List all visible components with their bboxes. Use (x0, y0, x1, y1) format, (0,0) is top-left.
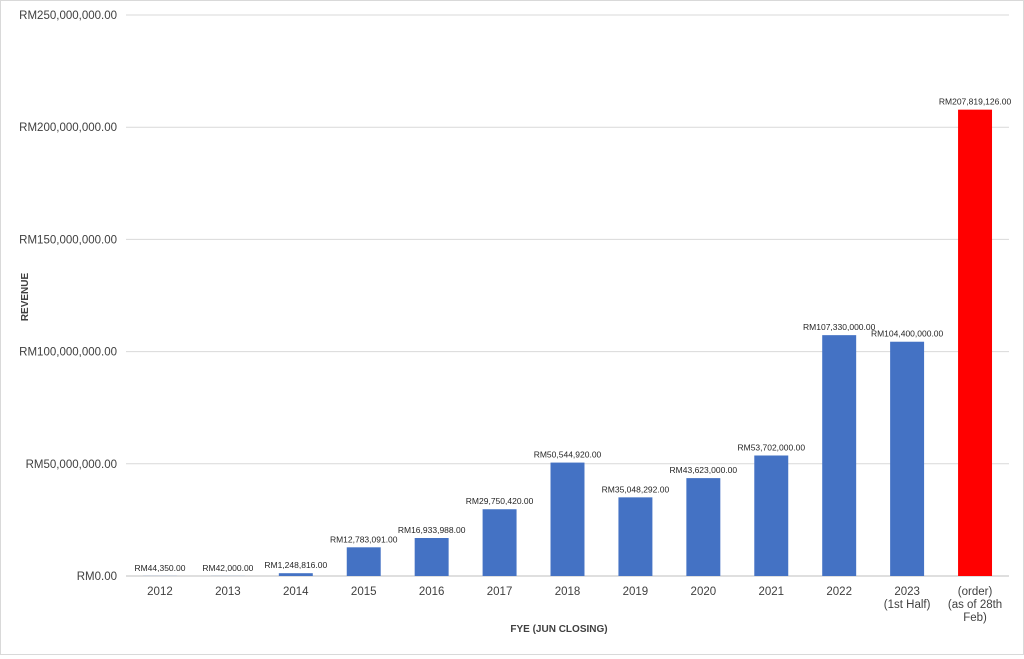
x-tick-label: 2023(1st Half) (884, 586, 931, 611)
data-label: RM29,750,420.00 (466, 496, 534, 506)
x-tick-label: 2020 (691, 586, 717, 598)
bar (754, 455, 788, 576)
x-tick-label: 2021 (758, 586, 784, 598)
x-tick-label: 2014 (283, 586, 309, 598)
data-label: RM16,933,988.00 (398, 525, 466, 535)
bar (822, 335, 856, 576)
x-tick-label: 2015 (351, 586, 377, 598)
data-label: RM1,248,816.00 (264, 560, 327, 570)
x-tick-label: 2012 (147, 586, 173, 598)
x-tick-label: 2022 (826, 586, 852, 598)
x-tick-label: 2017 (487, 586, 513, 598)
data-label: RM35,048,292.00 (602, 484, 670, 494)
bar (279, 573, 313, 576)
y-axis-ticks: RM0.00 RM50,000,000.00 RM100,000,000.00 RM1… (19, 10, 117, 583)
y-tick-label: RM0.00 (77, 571, 117, 583)
data-label: RM50,544,920.00 (534, 450, 602, 460)
y-tick-label: RM100,000,000.00 (19, 347, 117, 359)
bar (890, 342, 924, 576)
data-label: RM53,702,000.00 (737, 442, 805, 452)
x-tick-label: 2016 (419, 586, 445, 598)
bar (415, 538, 449, 576)
bar (686, 478, 720, 576)
data-label: RM42,000.00 (202, 563, 253, 573)
bar (618, 497, 652, 576)
y-axis-title: REVENUE (20, 273, 31, 322)
y-tick-label: RM150,000,000.00 (19, 234, 117, 246)
y-tick-label: RM250,000,000.00 (19, 10, 117, 22)
bar (551, 463, 585, 576)
data-label: RM107,330,000.00 (803, 322, 876, 332)
x-axis-ticks: 2012 2013 2014 2015 2016 2017 2018 2019 2020 2021… (147, 586, 1002, 624)
data-label: RM12,783,091.00 (330, 534, 398, 544)
bar (483, 509, 517, 576)
data-label: RM44,350.00 (134, 563, 185, 573)
x-tick-label: 2019 (623, 586, 649, 598)
x-tick-label: 2013 (215, 586, 241, 598)
x-axis-title: FYE (JUN CLOSING) (510, 624, 607, 635)
data-label: RM207,819,126.00 (939, 97, 1012, 107)
bar (347, 547, 381, 576)
bars (143, 110, 992, 576)
data-label: RM43,623,000.00 (670, 465, 738, 475)
x-tick-label: 2018 (555, 586, 581, 598)
data-label: RM104,400,000.00 (871, 329, 944, 339)
y-tick-label: RM200,000,000.00 (19, 122, 117, 134)
y-tick-label: RM50,000,000.00 (26, 459, 117, 471)
bar (958, 110, 992, 576)
